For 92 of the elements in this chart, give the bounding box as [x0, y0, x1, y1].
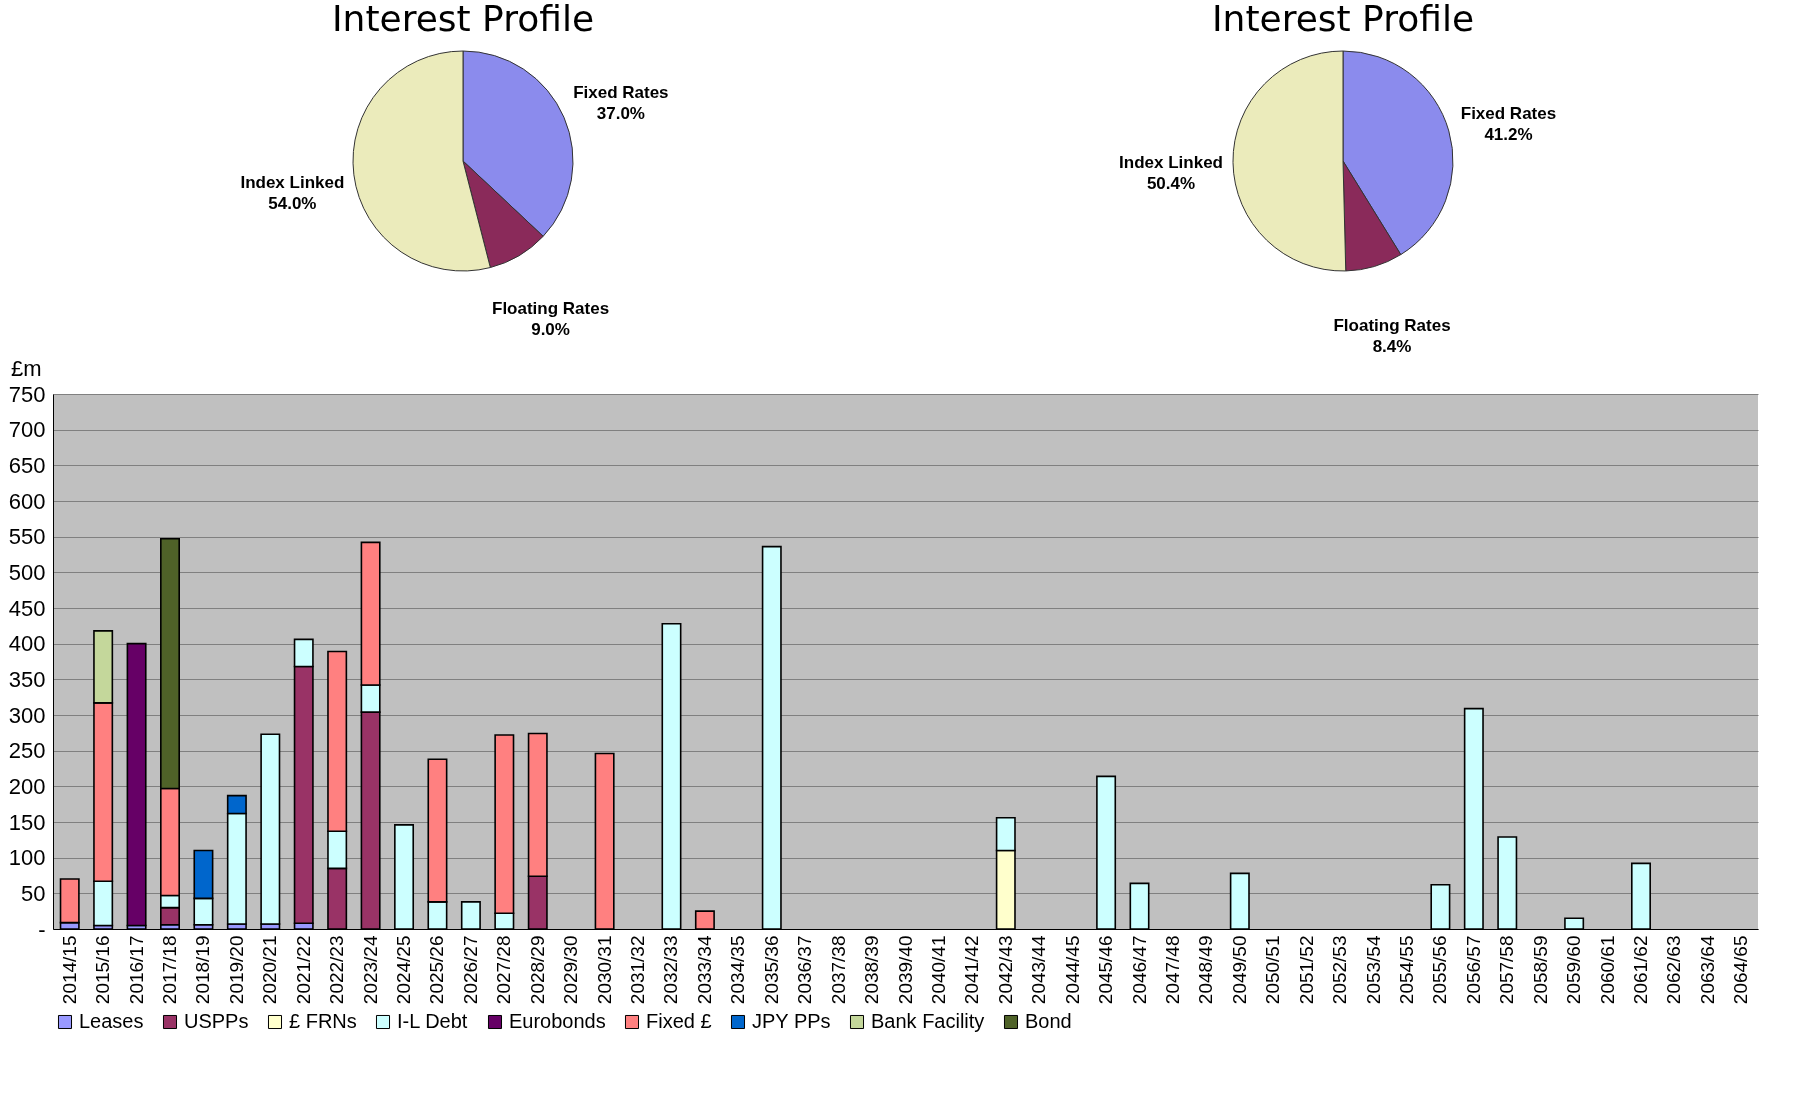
x-tick-label: 2030/31	[593, 935, 615, 1005]
y-tick-label: 550	[8, 524, 46, 550]
x-tick-label: 2044/45	[1061, 935, 1083, 1005]
x-tick-label: 2057/58	[1496, 935, 1518, 1005]
y-tick-label: -	[38, 916, 46, 942]
legend-label: Leases	[79, 1010, 144, 1032]
x-tick-label: 2026/27	[459, 935, 481, 1005]
x-tick-label: 2050/51	[1262, 935, 1284, 1005]
data-label: 9.0%	[531, 320, 570, 340]
x-tick-label: 2060/61	[1596, 935, 1618, 1005]
y-tick-label: 700	[8, 417, 46, 443]
slice-label: Floating Rates	[491, 299, 610, 319]
x-tick-label: 2052/53	[1329, 935, 1351, 1005]
x-tick-label: 2019/20	[225, 935, 247, 1005]
x-tick-label: 2046/47	[1128, 935, 1150, 1005]
slice-label: Floating Rates	[1333, 315, 1451, 335]
x-tick-label: 2054/55	[1395, 935, 1417, 1005]
y-tick-label: 400	[8, 631, 46, 657]
y-tick-label: 600	[8, 488, 46, 514]
x-tick-label: 2056/57	[1462, 935, 1484, 1005]
legend-label: Bank Facility	[871, 1010, 985, 1032]
x-tick-label: 2018/19	[192, 935, 214, 1005]
x-tick-label: 2041/42	[961, 935, 983, 1005]
data-label: 37.0%	[596, 103, 645, 123]
data-label: 41.2%	[1484, 125, 1533, 145]
x-tick-label: 2016/17	[125, 935, 147, 1005]
x-tick-label: 2040/41	[927, 935, 949, 1005]
slice-label: Index Linked	[240, 172, 345, 192]
legend-label: Eurobonds	[509, 1010, 606, 1032]
x-tick-label: 2059/60	[1563, 935, 1585, 1005]
legend-label: JPY PPs	[752, 1010, 831, 1032]
y-tick-label: 250	[8, 738, 46, 764]
legend-label: USPPs	[184, 1010, 249, 1032]
data-label: 50.4%	[1146, 174, 1196, 194]
x-tick-label: 2042/43	[994, 935, 1016, 1005]
x-tick-label: 2062/63	[1663, 935, 1685, 1005]
y-tick-label: 350	[8, 666, 46, 692]
x-tick-label: 2035/36	[760, 935, 782, 1005]
y-tick-label: 450	[8, 595, 46, 621]
legend-label: Fixed £	[646, 1010, 712, 1032]
x-tick-label: 2021/22	[292, 935, 314, 1005]
x-tick-label: 2047/48	[1161, 935, 1183, 1005]
x-tick-label: 2061/62	[1629, 935, 1651, 1005]
x-tick-label: 2049/50	[1228, 935, 1250, 1005]
x-tick-label: 2017/18	[159, 935, 181, 1005]
x-tick-label: 2027/28	[493, 935, 515, 1005]
y-tick-label: 200	[8, 773, 46, 799]
legend-label: £ FRNs	[289, 1010, 357, 1032]
chart-title: Interest Profile	[331, 0, 595, 39]
x-tick-label: 2043/44	[1028, 935, 1050, 1005]
x-tick-label: 2058/59	[1529, 935, 1551, 1005]
x-tick-label: 2048/49	[1195, 935, 1217, 1005]
y-tick-label: 150	[8, 809, 46, 835]
x-tick-label: 2039/40	[894, 935, 916, 1005]
x-tick-label: 2028/29	[526, 935, 548, 1005]
x-tick-label: 2024/25	[393, 935, 415, 1005]
x-tick-label: 2063/64	[1696, 935, 1718, 1005]
x-tick-label: 2037/38	[827, 935, 849, 1005]
x-tick-label: 2034/35	[727, 935, 749, 1005]
slice-label: Fixed Rates	[1460, 104, 1557, 124]
x-tick-label: 2038/39	[861, 935, 883, 1005]
slice-label: Index Linked	[1119, 153, 1223, 173]
legend-label: Bond	[1025, 1010, 1072, 1032]
x-tick-label: 2025/26	[426, 935, 448, 1005]
x-tick-label: 2020/21	[259, 935, 281, 1005]
chart-title: Interest Profile	[1211, 0, 1475, 39]
x-tick-label: 2036/37	[794, 935, 816, 1005]
bar	[126, 642, 147, 927]
slice-label: Fixed Rates	[573, 82, 669, 102]
y-tick-label: 100	[8, 845, 46, 871]
x-tick-label: 2015/16	[92, 935, 114, 1005]
y-tick-label: 300	[8, 702, 46, 728]
x-tick-label: 2023/24	[359, 935, 381, 1005]
y-axis-title: £m	[10, 355, 42, 381]
data-label: 54.0%	[268, 193, 317, 213]
x-tick-label: 2053/54	[1362, 935, 1384, 1005]
y-tick-label: 650	[8, 452, 46, 478]
y-tick-label: 500	[8, 559, 46, 585]
x-tick-label: 2031/32	[627, 935, 649, 1005]
x-tick-label: 2045/46	[1095, 935, 1117, 1005]
x-tick-label: 2014/15	[58, 935, 80, 1005]
data-label: 8.4%	[1372, 336, 1412, 356]
y-tick-label: 750	[8, 381, 46, 407]
x-tick-label: 2022/23	[326, 935, 348, 1005]
x-tick-label: 2032/33	[660, 935, 682, 1005]
y-tick-label: 50	[21, 880, 46, 906]
x-tick-label: 2064/65	[1730, 935, 1752, 1005]
x-tick-label: 2033/34	[693, 935, 715, 1005]
x-tick-label: 2051/52	[1295, 935, 1317, 1005]
x-tick-label: 2055/56	[1429, 935, 1451, 1005]
legend-label: I-L Debt	[397, 1010, 468, 1032]
x-tick-label: 2029/30	[560, 935, 582, 1005]
